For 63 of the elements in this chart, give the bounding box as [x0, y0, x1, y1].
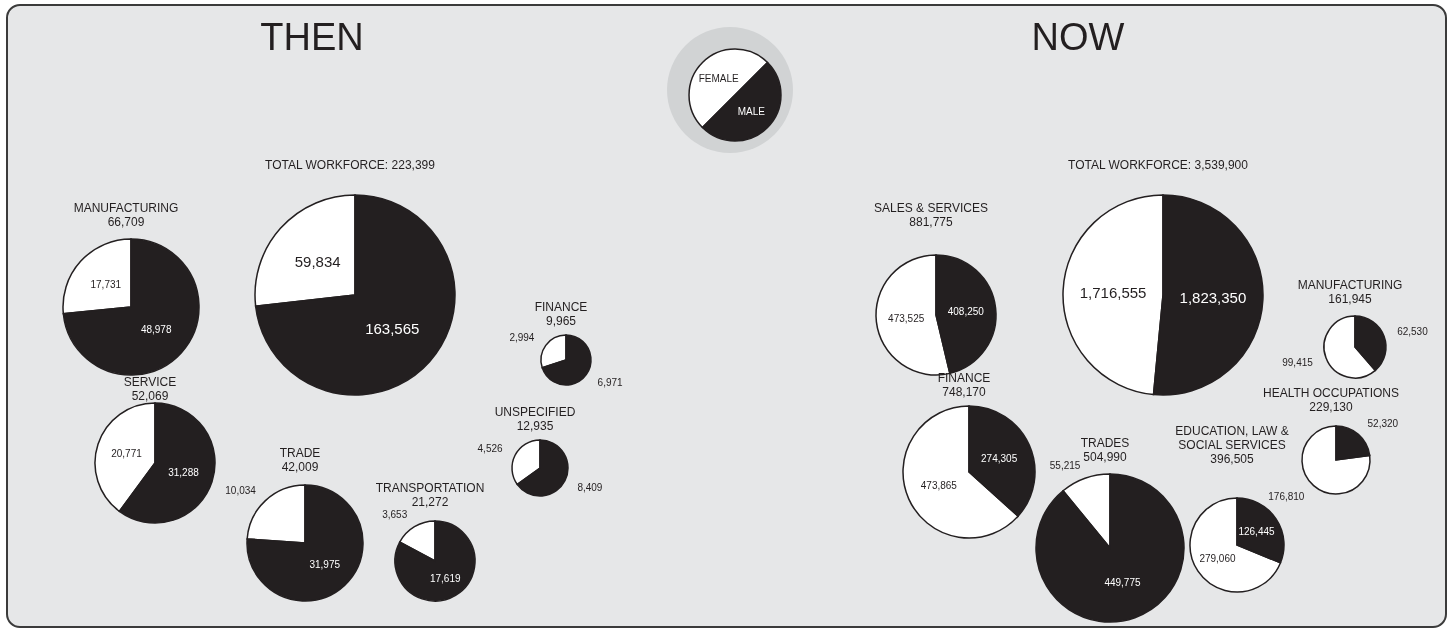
chart-title: SERVICE [122, 375, 178, 389]
text: THEN [260, 16, 364, 58]
text: NOW [1031, 16, 1125, 58]
pie-slice [62, 238, 200, 376]
data-label: 10,034 [225, 484, 257, 496]
data-label: 449,775 [1104, 577, 1141, 589]
data-label: 17,619 [429, 572, 461, 584]
data-label: 62,530 [1397, 325, 1429, 337]
chart-subtitle: 161,945 [1328, 292, 1372, 306]
chart-subtitle: 52,069 [130, 389, 170, 403]
data-label: 473,865 [920, 479, 958, 491]
slice-label: FEMALE [698, 73, 740, 85]
chart-title: TOTAL WORKFORCE: 3,539,900 [1067, 158, 1249, 172]
chart-subtitle: 504,990 [1083, 450, 1127, 464]
chart-title: TRANSPORTATION [374, 481, 486, 495]
data-label: 20,771 [111, 448, 143, 460]
data-label: 279,060 [1199, 552, 1236, 564]
pie-slice [394, 520, 476, 602]
chart-subtitle: 396,505 [1209, 452, 1255, 466]
data-label: 17,731 [90, 278, 122, 290]
chart-title: UNSPECIFIED [493, 405, 577, 419]
pie-slice [254, 194, 456, 396]
chart-subtitle: 66,709 [106, 215, 146, 229]
chart-title: EDUCATION, LAW & SOCIAL SERVICES [1174, 424, 1290, 452]
chart-title: SALES & SERVICES [873, 201, 989, 215]
chart-title: FINANCE [533, 300, 589, 314]
data-label: 3,653 [382, 509, 408, 521]
chart-subtitle: 21,272 [410, 495, 450, 509]
data-label: 6,971 [597, 377, 624, 389]
data-label: 408,250 [947, 306, 985, 318]
data-label: 99,415 [1282, 357, 1314, 369]
data-label: 55,215 [1049, 459, 1081, 471]
data-label: 8,409 [577, 481, 603, 493]
data-label: 274,305 [981, 453, 1018, 465]
chart-subtitle: 229,130 [1308, 400, 1354, 414]
slice-label: MALE [737, 105, 766, 117]
data-label: 4,526 [477, 443, 504, 455]
chart-title: FINANCE [936, 371, 992, 385]
chart-subtitle: 9,965 [545, 314, 577, 328]
chart-title: TOTAL WORKFORCE: 223,399 [264, 158, 436, 172]
data-label: 2,994 [509, 331, 535, 343]
data-label: 31,975 [309, 558, 341, 570]
data-label: 31,288 [168, 466, 200, 478]
data-label: 52,320 [1367, 418, 1399, 430]
data-label: 163,565 [365, 319, 420, 337]
pie-slice [1035, 473, 1185, 623]
chart-title: HEALTH OCCUPATIONS [1262, 386, 1400, 400]
chart-title: TRADE [278, 446, 322, 460]
chart-title: TRADES [1080, 436, 1130, 450]
data-label: 126,445 [1238, 526, 1276, 538]
chart-subtitle: 748,170 [941, 385, 987, 399]
data-label: 1,823,350 [1179, 288, 1247, 306]
chart-subtitle: 881,775 [908, 215, 954, 229]
data-label: 473,525 [888, 312, 925, 324]
data-label: 1,716,555 [1079, 284, 1147, 302]
pie-slice [541, 334, 592, 386]
chart-subtitle: 12,935 [515, 419, 555, 433]
chart-title: MANUFACTURING [72, 201, 180, 215]
data-label: 48,978 [140, 324, 172, 336]
chart-subtitle: 42,009 [281, 460, 319, 474]
data-label: 59,834 [294, 253, 341, 271]
data-label: 176,810 [1268, 490, 1305, 502]
chart-title: MANUFACTURING [1297, 278, 1403, 292]
